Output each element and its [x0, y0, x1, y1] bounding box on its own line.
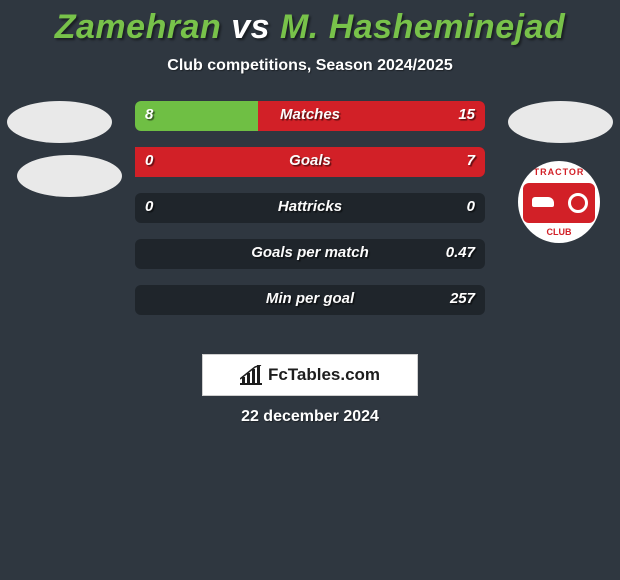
stat-bar-base: [135, 193, 485, 223]
stat-row: Min per goal257: [135, 285, 485, 315]
subtitle: Club competitions, Season 2024/2025: [0, 57, 620, 75]
stat-row: Hattricks00: [135, 193, 485, 223]
player1-portrait: [7, 101, 112, 143]
club-badge-tractor-wheel: [568, 193, 588, 213]
title-player1: Zamehran: [55, 8, 222, 46]
stat-bar-fill-left: [135, 101, 258, 131]
title-vs: vs: [231, 8, 270, 46]
stat-bars: Matches815 Goals07 Hattricks00 Goals per ma…: [135, 101, 485, 331]
stat-bar-base: [135, 239, 485, 269]
club-badge-bottom: CLUB: [518, 227, 600, 237]
date-caption: 22 december 2024: [0, 408, 620, 426]
club-badge-tractor-body: [532, 197, 554, 207]
bar-chart-icon: [240, 365, 262, 385]
stat-row: Matches815: [135, 101, 485, 131]
stat-bar-fill-right: [258, 101, 486, 131]
comparison-chart: TRACTOR CLUB Matches815 Goals07 Hattricks0…: [0, 101, 620, 351]
stat-row: Goals07: [135, 147, 485, 177]
brand-badge[interactable]: FcTables.com: [202, 354, 418, 396]
player2-club-badge: TRACTOR CLUB: [518, 161, 600, 243]
player2-portrait: [508, 101, 613, 143]
page-title: Zamehran vs M. Hasheminejad: [0, 0, 620, 47]
stat-bar-base: [135, 285, 485, 315]
title-player2: M. Hasheminejad: [280, 8, 565, 46]
stat-bar-fill-right: [135, 147, 485, 177]
stat-row: Goals per match0.47: [135, 239, 485, 269]
club-badge-top: TRACTOR: [518, 167, 600, 177]
brand-text: FcTables.com: [268, 365, 380, 385]
player1-club-portrait: [17, 155, 122, 197]
